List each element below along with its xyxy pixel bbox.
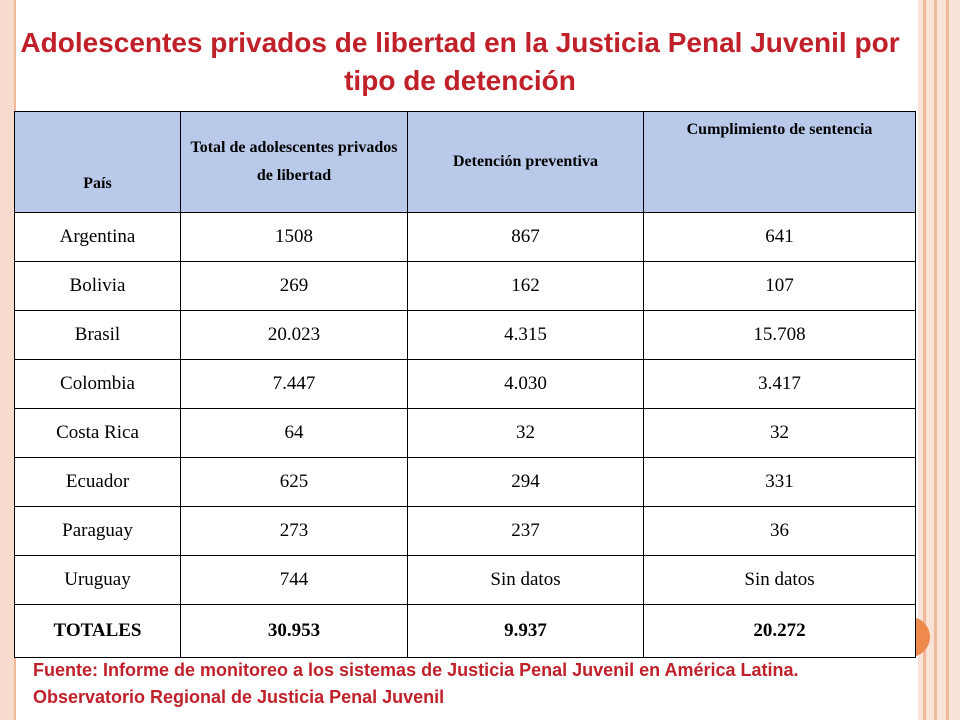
totals-row: TOTALES 30.953 9.937 20.272 [14, 604, 916, 658]
value-cell: 269 [180, 261, 408, 311]
value-cell: 64 [180, 408, 408, 458]
value-cell: 107 [643, 261, 916, 311]
table-row: Uruguay 744 Sin datos Sin datos [14, 555, 916, 605]
value-cell: 867 [407, 212, 644, 262]
value-cell: 162 [407, 261, 644, 311]
value-cell: 331 [643, 457, 916, 507]
frame-stripe [934, 0, 937, 720]
country-cell: Ecuador [14, 457, 181, 507]
slide-title: Adolescentes privados de libertad en la … [20, 27, 900, 96]
source-line-1: Fuente: Informe de monitoreo a los siste… [33, 660, 799, 680]
table-row: Paraguay 273 237 36 [14, 506, 916, 556]
value-cell: 20.023 [180, 310, 408, 360]
value-cell: 237 [407, 506, 644, 556]
country-cell: Colombia [14, 359, 181, 409]
slide-frame-right [918, 0, 960, 720]
value-cell: 3.417 [643, 359, 916, 409]
table-row: Colombia 7.447 4.030 3.417 [14, 359, 916, 409]
header-preventive: Detención preventiva [407, 111, 644, 213]
country-cell: Brasil [14, 310, 181, 360]
value-cell: 4.030 [407, 359, 644, 409]
country-cell: Costa Rica [14, 408, 181, 458]
country-cell: Uruguay [14, 555, 181, 605]
data-table: País Total de adolescentes privados de l… [14, 111, 916, 658]
table-row: Ecuador 625 294 331 [14, 457, 916, 507]
country-cell: Argentina [14, 212, 181, 262]
table-row: Argentina 1508 867 641 [14, 212, 916, 262]
table-row: Costa Rica 64 32 32 [14, 408, 916, 458]
source-note: Fuente: Informe de monitoreo a los siste… [33, 657, 923, 711]
value-cell: 4.315 [407, 310, 644, 360]
frame-stripe [946, 0, 949, 720]
value-cell: 294 [407, 457, 644, 507]
header-country: País [14, 111, 181, 213]
totals-label: TOTALES [14, 604, 181, 658]
table-header-row: País Total de adolescentes privados de l… [14, 111, 916, 213]
value-cell: 744 [180, 555, 408, 605]
totals-value: 20.272 [643, 604, 916, 658]
value-cell: 1508 [180, 212, 408, 262]
totals-value: 30.953 [180, 604, 408, 658]
frame-stripe [923, 0, 926, 720]
value-cell: 7.447 [180, 359, 408, 409]
value-cell: 36 [643, 506, 916, 556]
value-cell: 625 [180, 457, 408, 507]
table-row: Bolivia 269 162 107 [14, 261, 916, 311]
value-cell: 273 [180, 506, 408, 556]
header-sentence: Cumplimiento de sentencia [643, 111, 916, 213]
value-cell: Sin datos [643, 555, 916, 605]
country-cell: Paraguay [14, 506, 181, 556]
value-cell: 32 [407, 408, 644, 458]
source-line-2: Observatorio Regional de Justicia Penal … [33, 687, 445, 707]
totals-value: 9.937 [407, 604, 644, 658]
value-cell: 32 [643, 408, 916, 458]
country-cell: Bolivia [14, 261, 181, 311]
value-cell: 641 [643, 212, 916, 262]
table-row: Brasil 20.023 4.315 15.708 [14, 310, 916, 360]
header-total: Total de adolescentes privados de libert… [180, 111, 408, 213]
value-cell: Sin datos [407, 555, 644, 605]
value-cell: 15.708 [643, 310, 916, 360]
